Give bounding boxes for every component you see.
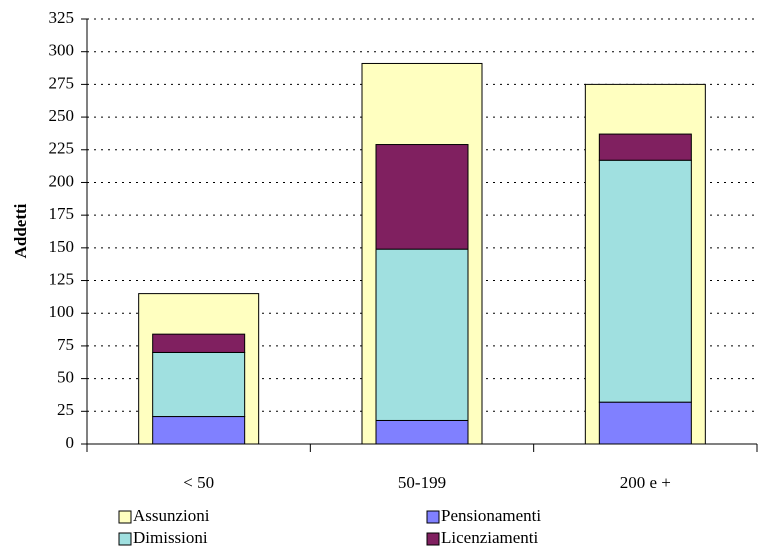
legend-swatch: [426, 510, 440, 524]
y-tick-label: 275: [49, 73, 75, 92]
stack-segment: [598, 401, 692, 445]
x-tick-label: 200 e +: [620, 473, 671, 492]
stack-segment: [152, 333, 246, 353]
legend-label: Dimissioni: [133, 528, 208, 547]
y-tick-label: 225: [49, 139, 75, 158]
legend-label: Assunzioni: [133, 506, 210, 525]
legend-swatch: [118, 510, 132, 524]
y-tick-label: 0: [66, 433, 75, 452]
stack-segment: [598, 133, 692, 161]
y-tick-label: 200: [49, 171, 75, 190]
legend-label: Licenziamenti: [441, 528, 539, 547]
y-tick-label: 175: [49, 204, 75, 223]
y-tick-label: 325: [49, 8, 75, 27]
legend-label: Pensionamenti: [441, 506, 541, 525]
stack-segment: [598, 159, 692, 403]
y-tick-label: 100: [49, 302, 75, 321]
y-tick-label: 75: [57, 335, 74, 354]
stack-segment: [152, 351, 246, 418]
y-axis-label: Addetti: [11, 203, 30, 258]
y-tick-label: 300: [49, 41, 75, 60]
y-tick-label: 250: [49, 106, 75, 125]
x-tick-label: < 50: [183, 473, 214, 492]
stack-segment: [375, 144, 469, 250]
stack-segment: [152, 416, 246, 445]
y-tick-label: 50: [57, 368, 74, 387]
legend-swatch: [118, 532, 132, 546]
legend-swatch: [426, 532, 440, 546]
stack-segment: [375, 248, 469, 421]
stack-segment: [375, 419, 469, 445]
y-tick-label: 125: [49, 269, 75, 288]
y-tick-label: 150: [49, 237, 75, 256]
x-tick-label: 50-199: [398, 473, 446, 492]
y-tick-label: 25: [57, 400, 74, 419]
